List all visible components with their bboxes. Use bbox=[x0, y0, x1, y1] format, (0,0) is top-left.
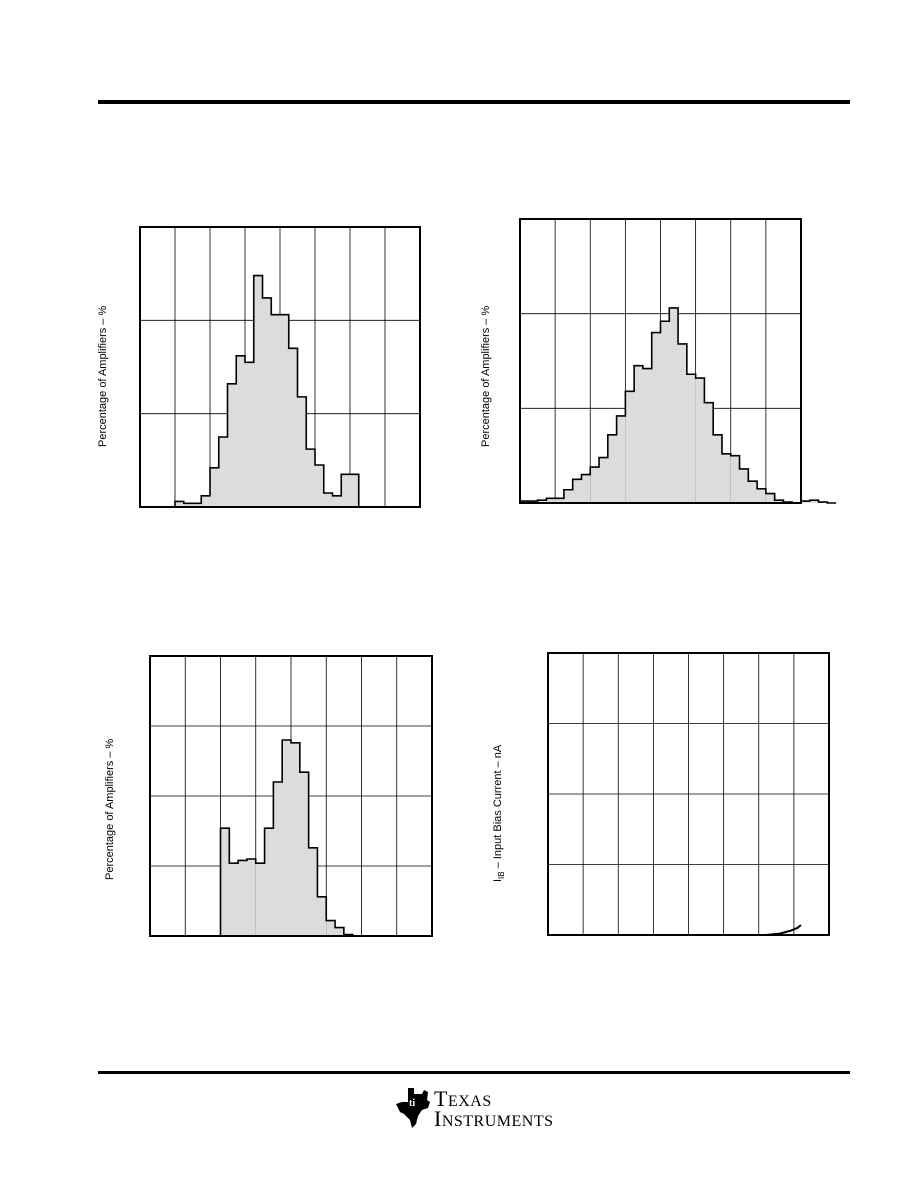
histogram-bar bbox=[326, 920, 336, 936]
histogram-bar bbox=[801, 501, 810, 503]
histogram-bar bbox=[246, 859, 256, 936]
histogram-bar bbox=[757, 488, 766, 503]
histogram-bar bbox=[229, 863, 239, 936]
histogram-bar bbox=[291, 742, 300, 936]
histogram-bar bbox=[201, 495, 210, 507]
histogram-bar bbox=[315, 465, 324, 507]
histogram-bar bbox=[607, 434, 617, 503]
histogram-bar bbox=[616, 415, 626, 503]
histogram-bar bbox=[642, 368, 652, 503]
histogram-bar bbox=[765, 493, 775, 503]
logo-text-texas: TEXAS bbox=[434, 1086, 492, 1111]
histogram-bar bbox=[774, 500, 784, 503]
histogram-bar bbox=[264, 828, 274, 936]
plot-frame bbox=[519, 218, 802, 504]
histogram-bar bbox=[748, 481, 758, 503]
ti-state-icon: ti bbox=[396, 1088, 430, 1128]
svg-text:ti: ti bbox=[409, 1098, 415, 1109]
ylabel-text: – Input Bias Current – nA bbox=[492, 744, 504, 872]
histogram-bar bbox=[236, 355, 245, 507]
histogram-bar bbox=[721, 453, 731, 503]
histogram-outline bbox=[519, 307, 837, 504]
histogram-bar bbox=[192, 503, 202, 507]
histogram-bar bbox=[809, 500, 819, 503]
histogram-bar bbox=[332, 495, 342, 507]
plot-frame bbox=[149, 655, 433, 937]
histogram-outline bbox=[174, 274, 360, 507]
histogram-bar bbox=[537, 500, 547, 503]
histogram-bar bbox=[660, 321, 670, 503]
histogram-bar bbox=[262, 297, 272, 507]
histogram-bar bbox=[651, 332, 661, 503]
histogram-bar bbox=[634, 365, 643, 503]
histogram-chart-3 bbox=[149, 655, 433, 937]
histogram-bar bbox=[253, 275, 263, 507]
histogram-bar bbox=[255, 863, 265, 936]
histogram-bar bbox=[599, 457, 608, 503]
histogram-bar bbox=[704, 402, 714, 503]
histogram-bar bbox=[546, 498, 556, 503]
histogram-bar bbox=[563, 489, 573, 503]
histogram-bar bbox=[572, 479, 582, 503]
histogram-bar bbox=[297, 396, 307, 507]
histogram-bar bbox=[739, 468, 749, 503]
series-line bbox=[765, 924, 802, 936]
histogram-bar bbox=[335, 927, 344, 936]
line-chart-input-bias-current bbox=[547, 652, 830, 936]
histogram-bar bbox=[183, 503, 193, 507]
histogram-bar bbox=[245, 362, 254, 507]
histogram-bar bbox=[555, 498, 564, 503]
histogram-bar bbox=[625, 391, 635, 503]
plot-frame bbox=[547, 652, 830, 936]
footer-rule bbox=[98, 1071, 850, 1074]
histogram-bar bbox=[273, 782, 283, 936]
histogram-chart-1 bbox=[139, 226, 421, 508]
chart-3-y-axis-label: Percentage of Amplifiers – % bbox=[104, 738, 116, 880]
histogram-bar bbox=[730, 455, 740, 503]
histogram-bar bbox=[210, 467, 219, 507]
histogram-chart-2 bbox=[519, 218, 837, 504]
histogram-bar bbox=[590, 467, 600, 503]
histogram-bar bbox=[218, 437, 228, 507]
histogram-bar bbox=[713, 434, 722, 503]
histogram-bar bbox=[227, 383, 237, 507]
histogram-bar bbox=[308, 847, 318, 936]
chart-1-y-axis-label: Percentage of Amplifiers – % bbox=[97, 305, 109, 447]
chart-2-y-axis-label: Percentage of Amplifiers – % bbox=[480, 305, 492, 447]
logo-text-instruments: INSTRUMENTS bbox=[434, 1106, 554, 1131]
ylabel-symbol: I bbox=[492, 878, 504, 882]
histogram-bar bbox=[341, 474, 350, 507]
histogram-bar bbox=[306, 449, 315, 507]
histogram-bar bbox=[686, 374, 696, 503]
histogram-bar bbox=[282, 740, 291, 936]
histogram-bar bbox=[678, 343, 687, 503]
histogram-bar bbox=[317, 896, 327, 936]
histogram-bar bbox=[581, 474, 591, 503]
ylabel-subscript: IB bbox=[497, 871, 507, 879]
histogram-bar bbox=[220, 828, 230, 936]
header-rule bbox=[98, 100, 850, 104]
plot-frame bbox=[139, 226, 421, 508]
histogram-outline bbox=[219, 739, 354, 936]
texas-instruments-logo: ti TEXAS INSTRUMENTS bbox=[394, 1084, 564, 1144]
histogram-bar bbox=[669, 307, 679, 503]
chart-4-y-axis-label: IIB – Input Bias Current – nA bbox=[492, 745, 506, 882]
histogram-bar bbox=[695, 378, 705, 503]
histogram-bar bbox=[323, 493, 333, 507]
histogram-bar bbox=[175, 501, 184, 507]
histogram-bar bbox=[280, 314, 289, 507]
histogram-bar bbox=[350, 474, 359, 507]
histogram-bar bbox=[271, 314, 280, 507]
histogram-bar bbox=[299, 772, 309, 936]
histogram-bar bbox=[238, 860, 247, 936]
histogram-bar bbox=[288, 348, 298, 507]
